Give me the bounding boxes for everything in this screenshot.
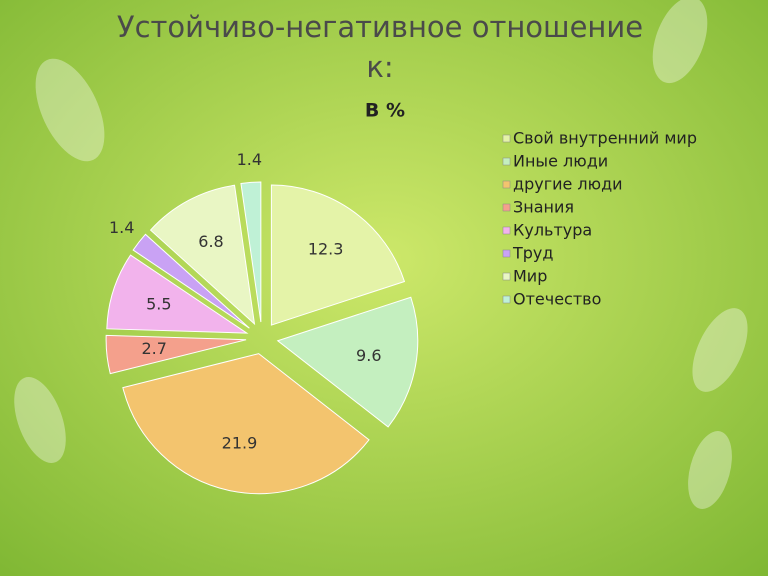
pie-slice xyxy=(122,353,370,495)
data-label: 12.3 xyxy=(308,240,344,259)
pie-slice xyxy=(149,184,256,326)
pie-slice xyxy=(105,334,247,375)
legend-swatch xyxy=(502,226,511,235)
legend-swatch xyxy=(502,295,511,304)
data-label: 21.9 xyxy=(222,434,258,453)
legend-swatch xyxy=(502,249,511,258)
legend-label: Культура xyxy=(513,221,592,240)
legend-swatch xyxy=(502,180,511,189)
decoration xyxy=(14,0,748,509)
pie-slice xyxy=(276,296,419,428)
legend-swatch xyxy=(502,134,511,143)
legend-label: Отечество xyxy=(513,290,601,309)
legend-label: Знания xyxy=(513,198,574,217)
data-label: 6.8 xyxy=(198,232,223,251)
data-label: 9.6 xyxy=(356,346,381,365)
pie-slice xyxy=(132,233,250,329)
pie-slice xyxy=(240,181,262,323)
pie-slice xyxy=(270,184,406,326)
legend-swatch xyxy=(502,157,511,166)
data-label: 1.4 xyxy=(109,218,134,237)
slide-title: Устойчиво-негативное отношение к: xyxy=(117,10,643,84)
legend-label: другие люди xyxy=(513,175,623,194)
chart-title: В % xyxy=(365,100,405,122)
data-label: 1.4 xyxy=(237,150,262,169)
legend-label: Иные люди xyxy=(513,152,608,171)
legend-label: Труд xyxy=(512,244,553,263)
pie-slice xyxy=(106,254,249,334)
data-label: 5.5 xyxy=(146,294,171,313)
data-label: 2.7 xyxy=(141,339,166,358)
legend-swatch xyxy=(502,272,511,281)
legend-label: Мир xyxy=(513,267,547,286)
legend-swatch xyxy=(502,203,511,212)
legend-label: Свой внутренний мир xyxy=(513,129,697,148)
